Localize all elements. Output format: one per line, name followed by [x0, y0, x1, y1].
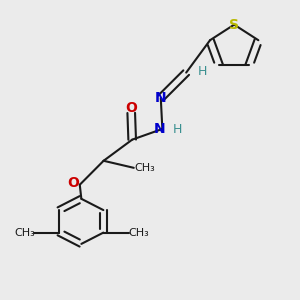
Text: H: H: [197, 65, 207, 78]
Text: CH₃: CH₃: [14, 228, 35, 238]
Text: CH₃: CH₃: [128, 228, 149, 238]
Text: H: H: [173, 123, 182, 136]
Text: CH₃: CH₃: [134, 163, 154, 173]
Text: S: S: [229, 18, 239, 32]
Text: O: O: [125, 101, 137, 115]
Text: N: N: [153, 122, 165, 136]
Text: N: N: [155, 91, 166, 105]
Text: O: O: [67, 176, 79, 190]
